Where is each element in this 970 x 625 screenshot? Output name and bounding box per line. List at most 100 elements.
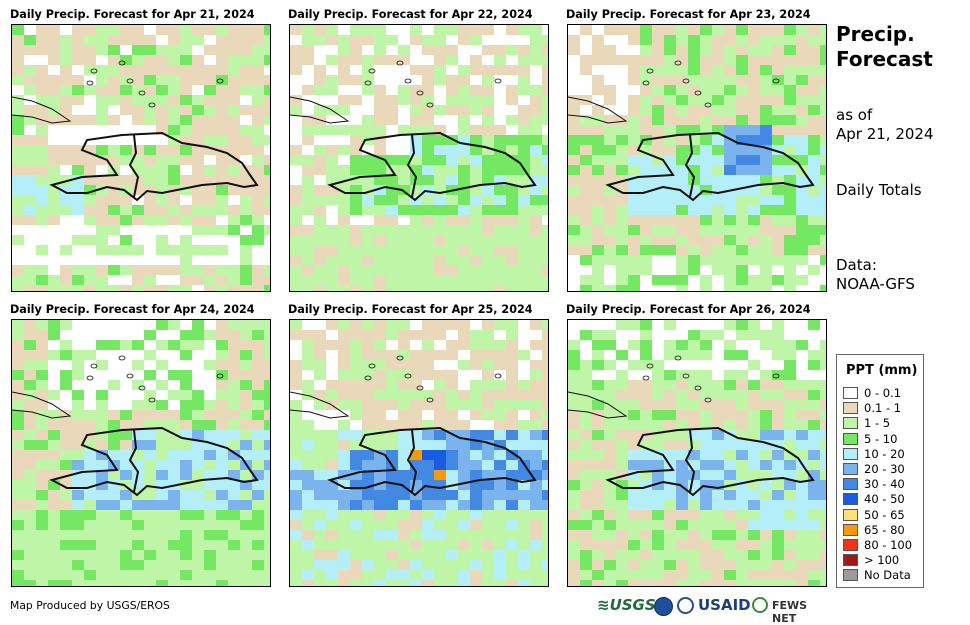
panel-title: Daily Precip. Forecast for Apr 21, 2024 [10,8,255,21]
legend-label: 20 - 30 [864,462,905,476]
small-island [646,363,654,369]
panel-title: Daily Precip. Forecast for Apr 23, 2024 [566,8,811,21]
fews-globe-icon [752,597,768,613]
legend-item: 0 - 0.1 [843,386,901,401]
small-island [216,78,224,84]
legend-item: 80 - 100 [843,538,912,553]
legend-label: 0 - 0.1 [864,386,902,400]
legend-label: 0.1 - 1 [864,401,902,416]
cuba-outline [290,96,350,124]
hispaniola-outline [605,131,815,202]
legend-label: 30 - 40 [864,477,905,492]
small-island [404,373,412,379]
legend-swatch [843,447,858,460]
legend-swatch [843,523,858,536]
precip-field [290,25,548,291]
small-island [404,78,412,84]
legend-swatch [843,402,858,415]
legend-item: 1 - 5 [843,416,890,431]
small-island [148,397,156,403]
seal-logo-icon [677,597,694,614]
border-line [684,134,696,198]
small-island [704,102,712,108]
small-island [772,78,780,84]
small-island [118,355,126,361]
small-island [126,373,134,379]
noaa-logo-icon [654,597,673,616]
legend-swatch [843,478,858,491]
legend-label: 50 - 65 [864,507,905,522]
legend-label: 65 - 80 [864,522,905,537]
small-island [416,90,424,96]
border-line [128,429,140,493]
cuba-outline [568,391,628,419]
daily-totals-label: Daily Totals [836,181,922,199]
legend-swatch [843,432,858,445]
small-island [90,68,98,74]
legend-swatch [843,539,858,551]
cuba-outline [12,96,72,124]
legend-item: 40 - 50 [843,492,905,507]
legend-label: 80 - 100 [864,538,913,552]
small-island [682,373,690,379]
legend-title: PPT (mm) [846,363,918,378]
small-island [138,385,146,391]
fews-net-logo: FEWS NET [772,599,808,625]
border-line [128,134,140,198]
as-of-value: Apr 21, 2024 [836,125,934,143]
panel-title: Daily Precip. Forecast for Apr 22, 2024 [288,8,533,21]
small-island [396,355,404,361]
hispaniola-outline [49,131,259,202]
border-line [406,134,418,198]
small-island [646,68,654,74]
legend-item: 30 - 40 [843,477,905,492]
legend-swatch [843,508,858,521]
small-island [86,80,94,86]
small-island [494,78,502,84]
legend-swatch [843,554,858,567]
partner-logos: ≋USGS USAID FEWS NET [597,596,829,625]
cuba-outline [290,391,350,419]
legend-item: 0.1 - 1 [843,401,901,416]
small-island [772,373,780,379]
legend-swatch [843,387,858,399]
legend-swatch [843,463,858,475]
small-island [416,385,424,391]
small-island [364,375,372,381]
usgs-logo: ≋USGS [597,596,656,614]
legend-item: 20 - 30 [843,462,905,477]
legend-swatch [843,569,858,582]
legend-item: No Data [843,568,911,583]
precip-map [567,319,827,587]
small-island [90,363,98,369]
small-island [694,90,702,96]
small-island [426,397,434,403]
legend-label: 40 - 50 [864,492,905,507]
small-island [642,375,650,381]
small-island [368,68,376,74]
legend-item: 50 - 65 [843,508,905,523]
panel-title: Daily Precip. Forecast for Apr 26, 2024 [566,303,811,316]
precip-map [289,24,549,292]
cuba-outline [568,96,628,124]
border-line [684,429,696,493]
border-line [406,429,418,493]
map-title: Precip. Forecast [836,22,933,72]
hispaniola-outline [327,426,537,497]
cuba-outline [12,391,72,419]
map-title-line2: Forecast [836,47,933,71]
small-island [674,355,682,361]
precip-map [289,319,549,587]
hispaniola-outline [605,426,815,497]
small-island [682,78,690,84]
small-island [126,78,134,84]
data-source-label: Data: [836,256,877,274]
small-island [674,60,682,66]
legend-label: 5 - 10 [864,431,898,446]
legend-label: 10 - 20 [864,446,905,461]
small-island [138,90,146,96]
precip-field [12,25,270,291]
precip-map [11,319,271,587]
precip-field [12,320,270,586]
